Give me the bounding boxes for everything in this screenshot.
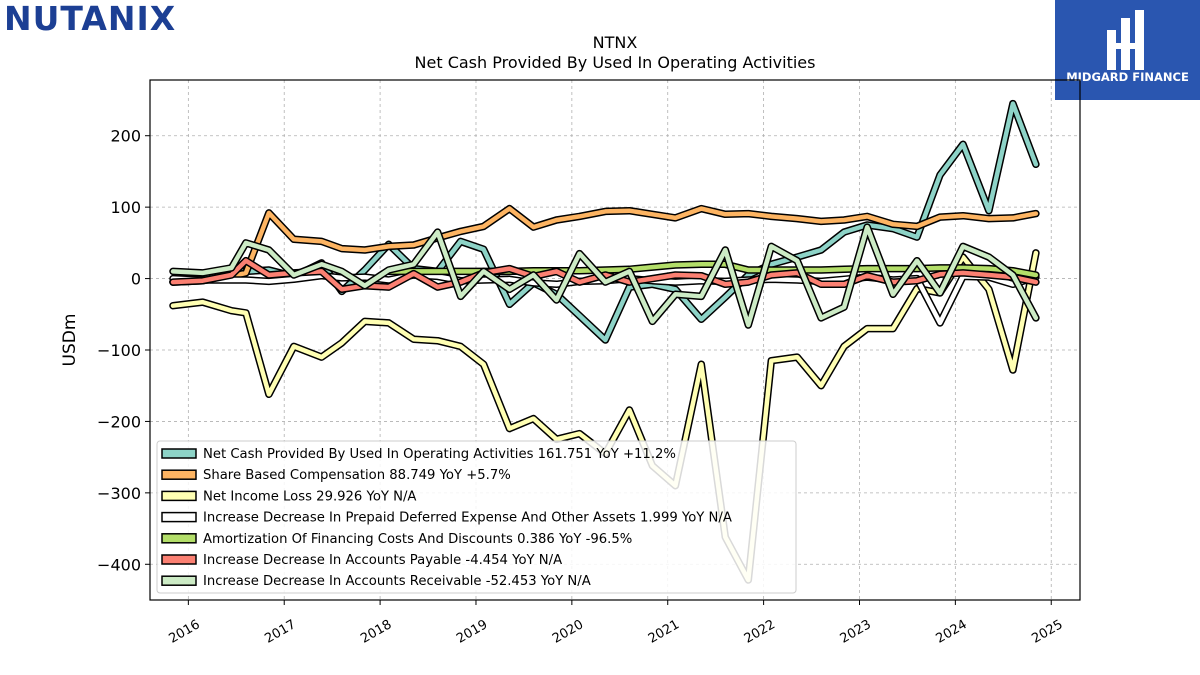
x-tick-label: 2020 [550, 617, 586, 647]
legend-box [156, 440, 797, 594]
legend-swatch [161, 575, 197, 586]
x-tick-label: 2019 [454, 617, 490, 647]
y-tick-label: 0 [131, 270, 141, 289]
plot-frame [149, 79, 1081, 601]
y-tick-label: −300 [97, 484, 141, 503]
legend-swatch [161, 469, 197, 480]
midgard-badge: MIDGARD FINANCE [1055, 0, 1200, 100]
legend: Net Cash Provided By Used In Operating A… [156, 440, 797, 594]
series-line-2 [169, 204, 1040, 286]
y-tick-label: 200 [110, 127, 141, 146]
x-tick-label: 2025 [1029, 617, 1065, 647]
x-tick-label: 2018 [358, 617, 394, 647]
legend-label: Increase Decrease In Prepaid Deferred Ex… [203, 511, 732, 526]
badge-text: MIDGARD FINANCE [1066, 70, 1189, 84]
legend-swatch [161, 554, 197, 565]
x-tick-label: 2016 [167, 617, 203, 647]
chart-subtitle: Net Cash Provided By Used In Operating A… [415, 53, 816, 72]
legend-label: Net Cash Provided By Used In Operating A… [203, 447, 676, 462]
series-line-7 [169, 223, 1040, 329]
nutanix-logo-text: NUTANIX [4, 0, 176, 38]
legend-label: Share Based Compensation 88.749 YoY +5.7… [203, 468, 511, 483]
x-tick-label: 2024 [934, 617, 970, 647]
nutanix-logo: NUTANIX [4, 0, 176, 38]
series-core [170, 258, 1039, 292]
x-tick-label: 2021 [646, 617, 682, 647]
x-tick-label: 2023 [838, 617, 874, 647]
legend-label: Increase Decrease In Accounts Payable -4… [203, 553, 562, 568]
y-tick-label: −200 [97, 412, 141, 431]
legend-label: Increase Decrease In Accounts Receivable… [203, 574, 591, 589]
legend-swatch [161, 511, 197, 523]
x-tick-label: 2017 [262, 617, 298, 647]
series-line-6 [169, 256, 1040, 294]
y-tick-label: 100 [110, 198, 141, 217]
y-tick-label: −100 [97, 341, 141, 360]
y-axis-label: USDm [60, 314, 80, 367]
chart-title: NTNX [593, 33, 638, 52]
legend-label: Net Income Loss 29.926 YoY N/A [203, 489, 416, 504]
y-tick-label: −400 [97, 555, 141, 574]
series-core [170, 206, 1039, 285]
legend-swatch [161, 533, 197, 544]
series-core [170, 224, 1039, 328]
legend-swatch [161, 448, 197, 459]
x-tick-label: 2022 [742, 617, 778, 647]
midgard-logo-mark [1107, 10, 1144, 70]
legend-label: Amortization Of Financing Costs And Disc… [203, 532, 632, 547]
legend-swatch [161, 490, 197, 502]
